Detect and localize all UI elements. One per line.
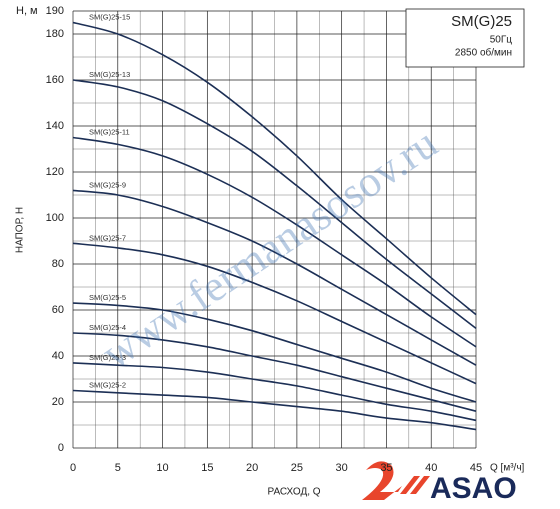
series-label: SM(G)25-9 bbox=[89, 180, 126, 189]
y-axis-label: НАПОР, Н bbox=[15, 207, 26, 253]
curve bbox=[72, 242, 477, 385]
title-box bbox=[405, 8, 525, 68]
curve bbox=[72, 21, 477, 316]
series-label: SM(G)25-2 bbox=[89, 380, 126, 389]
y-tick-label: 40 bbox=[52, 350, 64, 362]
y-axis-top-label: Н, м bbox=[16, 5, 38, 17]
y-tick-label: 120 bbox=[46, 166, 64, 178]
series-label: SM(G)25-4 bbox=[89, 323, 126, 332]
x-tick-label: 0 bbox=[70, 462, 76, 474]
brand-logo: ASAO bbox=[430, 472, 517, 505]
series-label: SM(G)25-5 bbox=[89, 293, 126, 302]
y-tick-label: 0 bbox=[58, 442, 64, 454]
series-label: SM(G)25-7 bbox=[89, 233, 126, 242]
x-tick-label: 35 bbox=[380, 462, 392, 474]
curve bbox=[72, 136, 477, 348]
curve bbox=[72, 79, 477, 330]
curve bbox=[72, 189, 477, 366]
y-tick-label: 140 bbox=[46, 120, 64, 132]
logo-mark bbox=[362, 461, 402, 500]
curves: SM(G)25-15 SM(G)25-13 SM(G)25-11 SM(G)25-9 S… bbox=[72, 12, 477, 431]
x-tick-label: 10 bbox=[156, 462, 168, 474]
x-tick-label: 20 bbox=[246, 462, 258, 474]
y-tick-label: 80 bbox=[52, 258, 64, 270]
x-tick-label: 45 bbox=[470, 462, 482, 474]
x-axis-label: РАСХОД, Q bbox=[267, 487, 320, 498]
subtitle: 50Гц bbox=[490, 35, 513, 46]
curve bbox=[72, 362, 477, 422]
x-tick-label: 25 bbox=[291, 462, 303, 474]
curve bbox=[72, 302, 477, 403]
x-unit-label: Q [м³/ч] bbox=[490, 463, 525, 474]
y-tick-label: 190 bbox=[46, 5, 64, 17]
x-tick-label: 40 bbox=[425, 462, 437, 474]
series-label: SM(G)25-11 bbox=[89, 127, 130, 136]
y-tick-label: 60 bbox=[52, 304, 64, 316]
y-tick-label: 180 bbox=[46, 28, 64, 40]
grid bbox=[72, 10, 477, 449]
series-label: SM(G)25-15 bbox=[89, 12, 130, 21]
x-tick-label: 15 bbox=[201, 462, 213, 474]
chart-title: SM(G)25 bbox=[451, 13, 512, 30]
x-tick-label: 5 bbox=[115, 462, 121, 474]
y-tick-label: 20 bbox=[52, 396, 64, 408]
subtitle: 2850 об/мин bbox=[455, 47, 512, 59]
curve bbox=[72, 332, 477, 412]
logo-stripes bbox=[400, 476, 430, 494]
y-tick-label: 100 bbox=[46, 212, 64, 224]
y-tick-label: 160 bbox=[46, 74, 64, 86]
series-label: SM(G)25-13 bbox=[89, 70, 130, 79]
series-label: SM(G)25-3 bbox=[89, 353, 126, 362]
x-tick-label: 30 bbox=[336, 462, 348, 474]
curve bbox=[72, 389, 477, 431]
